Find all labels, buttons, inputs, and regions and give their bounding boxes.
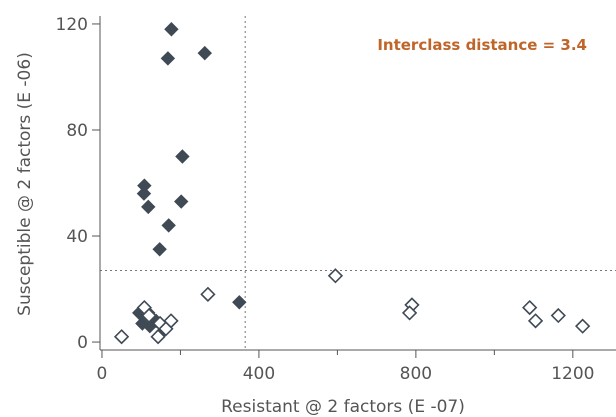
x-tick-label: 0 <box>97 364 108 384</box>
open-diamond-point <box>522 299 538 316</box>
open-diamond-point <box>150 329 166 345</box>
y-tick-label: 120 <box>56 15 88 35</box>
open-diamond-point <box>113 329 130 345</box>
filled-diamond-point <box>160 51 176 66</box>
open-diamond-point <box>200 286 216 302</box>
filled-diamond-point <box>164 22 179 37</box>
filled-diamond-point <box>136 186 152 201</box>
filled-diamond-point <box>174 194 189 209</box>
open-diamond-point <box>401 305 418 321</box>
filled-diamond-point <box>175 149 190 164</box>
filled-diamond-point <box>152 242 167 257</box>
open-diamond-point <box>158 321 174 337</box>
x-tick-label: 1200 <box>551 364 594 384</box>
data-points <box>113 22 591 345</box>
open-diamond-point <box>327 268 344 284</box>
interclass-distance-annotation: Interclass distance = 3.4 <box>377 36 587 54</box>
threshold-lines <box>100 16 616 350</box>
x-tick-label: 400 <box>243 364 275 384</box>
y-axis-title: Susceptible @ 2 factors (E -06) <box>15 52 35 316</box>
x-axis-title: Resistant @ 2 factors (E -07) <box>221 397 465 417</box>
open-diamond-point <box>141 307 157 324</box>
y-tick-label: 40 <box>66 227 88 247</box>
axes <box>99 16 616 351</box>
y-tick-label: 80 <box>66 121 88 141</box>
x-tick-label: 800 <box>400 364 432 384</box>
y-tick-label: 0 <box>77 333 88 353</box>
filled-diamond-point <box>141 199 156 215</box>
filled-diamond-point <box>161 218 176 233</box>
open-diamond-point <box>527 313 544 329</box>
filled-diamond-point <box>197 45 212 61</box>
open-diamond-point <box>550 307 566 324</box>
filled-diamond-point <box>232 295 247 310</box>
open-diamond-point <box>575 318 591 334</box>
